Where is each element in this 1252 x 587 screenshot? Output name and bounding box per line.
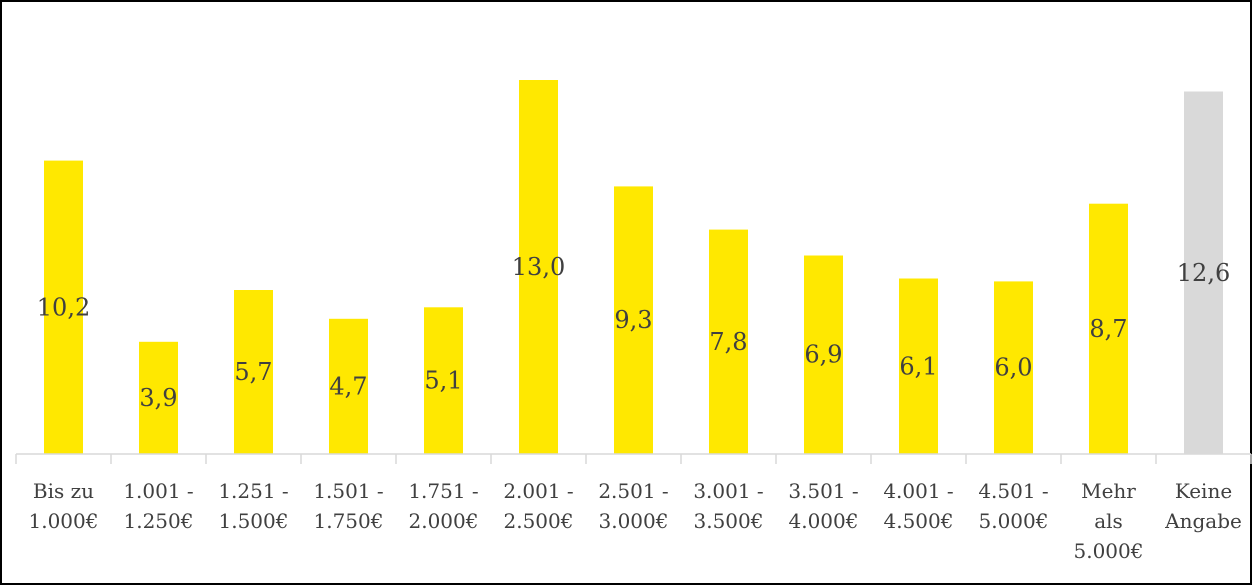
- x-tick-label-line: 4.500€: [884, 509, 954, 533]
- bar-0: [44, 160, 83, 454]
- x-tick-label-line: 3.001 -: [693, 479, 763, 503]
- x-tick-label-1: 1.001 - 1.250€: [123, 479, 193, 533]
- bar-9: [899, 278, 938, 454]
- data-label-0: 10,2: [37, 293, 90, 321]
- x-tick-labels-layer: Bis zu 1.000€1.001 -1.250€1.251 -1.500€1.…: [29, 479, 1242, 563]
- x-tick-label-line: 3.501 -: [788, 479, 858, 503]
- x-tick-label-9: 4.001 - 4.500€: [883, 479, 953, 533]
- bars-layer: [44, 80, 1223, 454]
- bar-2: [234, 290, 273, 454]
- x-tick-label-line: 4.001 -: [883, 479, 953, 503]
- x-tick-label-7: 3.001 - 3.500€: [693, 479, 763, 533]
- x-tick-label-line: 1.250€: [124, 509, 194, 533]
- x-tick-label-line: 1.751 -: [408, 479, 478, 503]
- x-tick-label-line: 2.500€: [504, 509, 574, 533]
- data-label-1: 3,9: [139, 384, 177, 412]
- x-tick-label-11: Mehr als 5.000€: [1074, 479, 1144, 563]
- x-tick-label-line: Mehr: [1081, 479, 1136, 503]
- bar-5: [519, 80, 558, 454]
- x-tick-label-8: 3.501 - 4.000€: [788, 479, 858, 533]
- x-tick-label-line: 2.000€: [409, 509, 479, 533]
- bar-3: [329, 318, 368, 454]
- x-tick-label-line: Bis zu: [33, 479, 94, 503]
- data-label-10: 6,0: [994, 354, 1032, 382]
- bar-7: [709, 229, 748, 454]
- x-tick-label-line: 5.000€: [979, 509, 1049, 533]
- bar-6: [614, 186, 653, 454]
- x-tick-label-line: Angabe: [1164, 509, 1242, 533]
- x-tick-label-line: 5.000€: [1074, 539, 1144, 563]
- bar-1: [139, 341, 178, 454]
- x-tick-label-line: 2.001 -: [503, 479, 573, 503]
- x-axis: [15, 453, 1252, 464]
- x-tick-label-line: 1.001 -: [123, 479, 193, 503]
- x-tick-label-2: 1.251 - 1.500€: [218, 479, 288, 533]
- data-label-4: 5,1: [424, 367, 462, 395]
- bar-12: [1184, 91, 1223, 454]
- bar-8: [804, 255, 843, 454]
- bar-11: [1089, 203, 1128, 454]
- x-tick-label-0: Bis zu 1.000€: [29, 479, 99, 533]
- x-tick-label-line: als: [1094, 509, 1123, 533]
- x-tick-label-line: 1.500€: [219, 509, 289, 533]
- data-label-12: 12,6: [1177, 259, 1230, 287]
- x-tick-label-4: 1.751 - 2.000€: [408, 479, 478, 533]
- x-tick-label-line: 4.501 -: [978, 479, 1048, 503]
- x-tick-label-line: 3.000€: [599, 509, 669, 533]
- x-tick-label-line: 1.750€: [314, 509, 384, 533]
- data-label-3: 4,7: [329, 372, 367, 400]
- x-tick-label-line: 3.500€: [694, 509, 764, 533]
- x-tick-label-line: 2.501 -: [598, 479, 668, 503]
- x-tick-label-3: 1.501 - 1.750€: [313, 479, 383, 533]
- data-label-7: 7,8: [709, 328, 747, 356]
- data-label-11: 8,7: [1089, 315, 1127, 343]
- data-label-5: 13,0: [512, 253, 565, 281]
- x-tick-label-line: 1.251 -: [218, 479, 288, 503]
- data-label-6: 9,3: [614, 306, 652, 334]
- data-label-8: 6,9: [804, 341, 842, 369]
- x-tick-label-6: 2.501 - 3.000€: [598, 479, 668, 533]
- x-tick-label-line: Keine: [1175, 479, 1232, 503]
- x-tick-label-line: 1.501 -: [313, 479, 383, 503]
- x-tick-label-10: 4.501 - 5.000€: [978, 479, 1048, 533]
- x-tick-label-line: 1.000€: [29, 509, 99, 533]
- data-label-9: 6,1: [899, 352, 937, 380]
- x-tick-label-12: Keine Angabe: [1164, 479, 1242, 533]
- data-label-2: 5,7: [234, 358, 272, 386]
- bar-4: [424, 307, 463, 454]
- data-labels-layer: 10,2 3,9 5,7 4,7 5,1 13,0 9,3 7,8 6,9 6,1 6,0 8,7 12…: [37, 253, 1230, 412]
- x-tick-label-5: 2.001 - 2.500€: [503, 479, 573, 533]
- bar-10: [994, 281, 1033, 454]
- x-tick-label-line: 4.000€: [789, 509, 859, 533]
